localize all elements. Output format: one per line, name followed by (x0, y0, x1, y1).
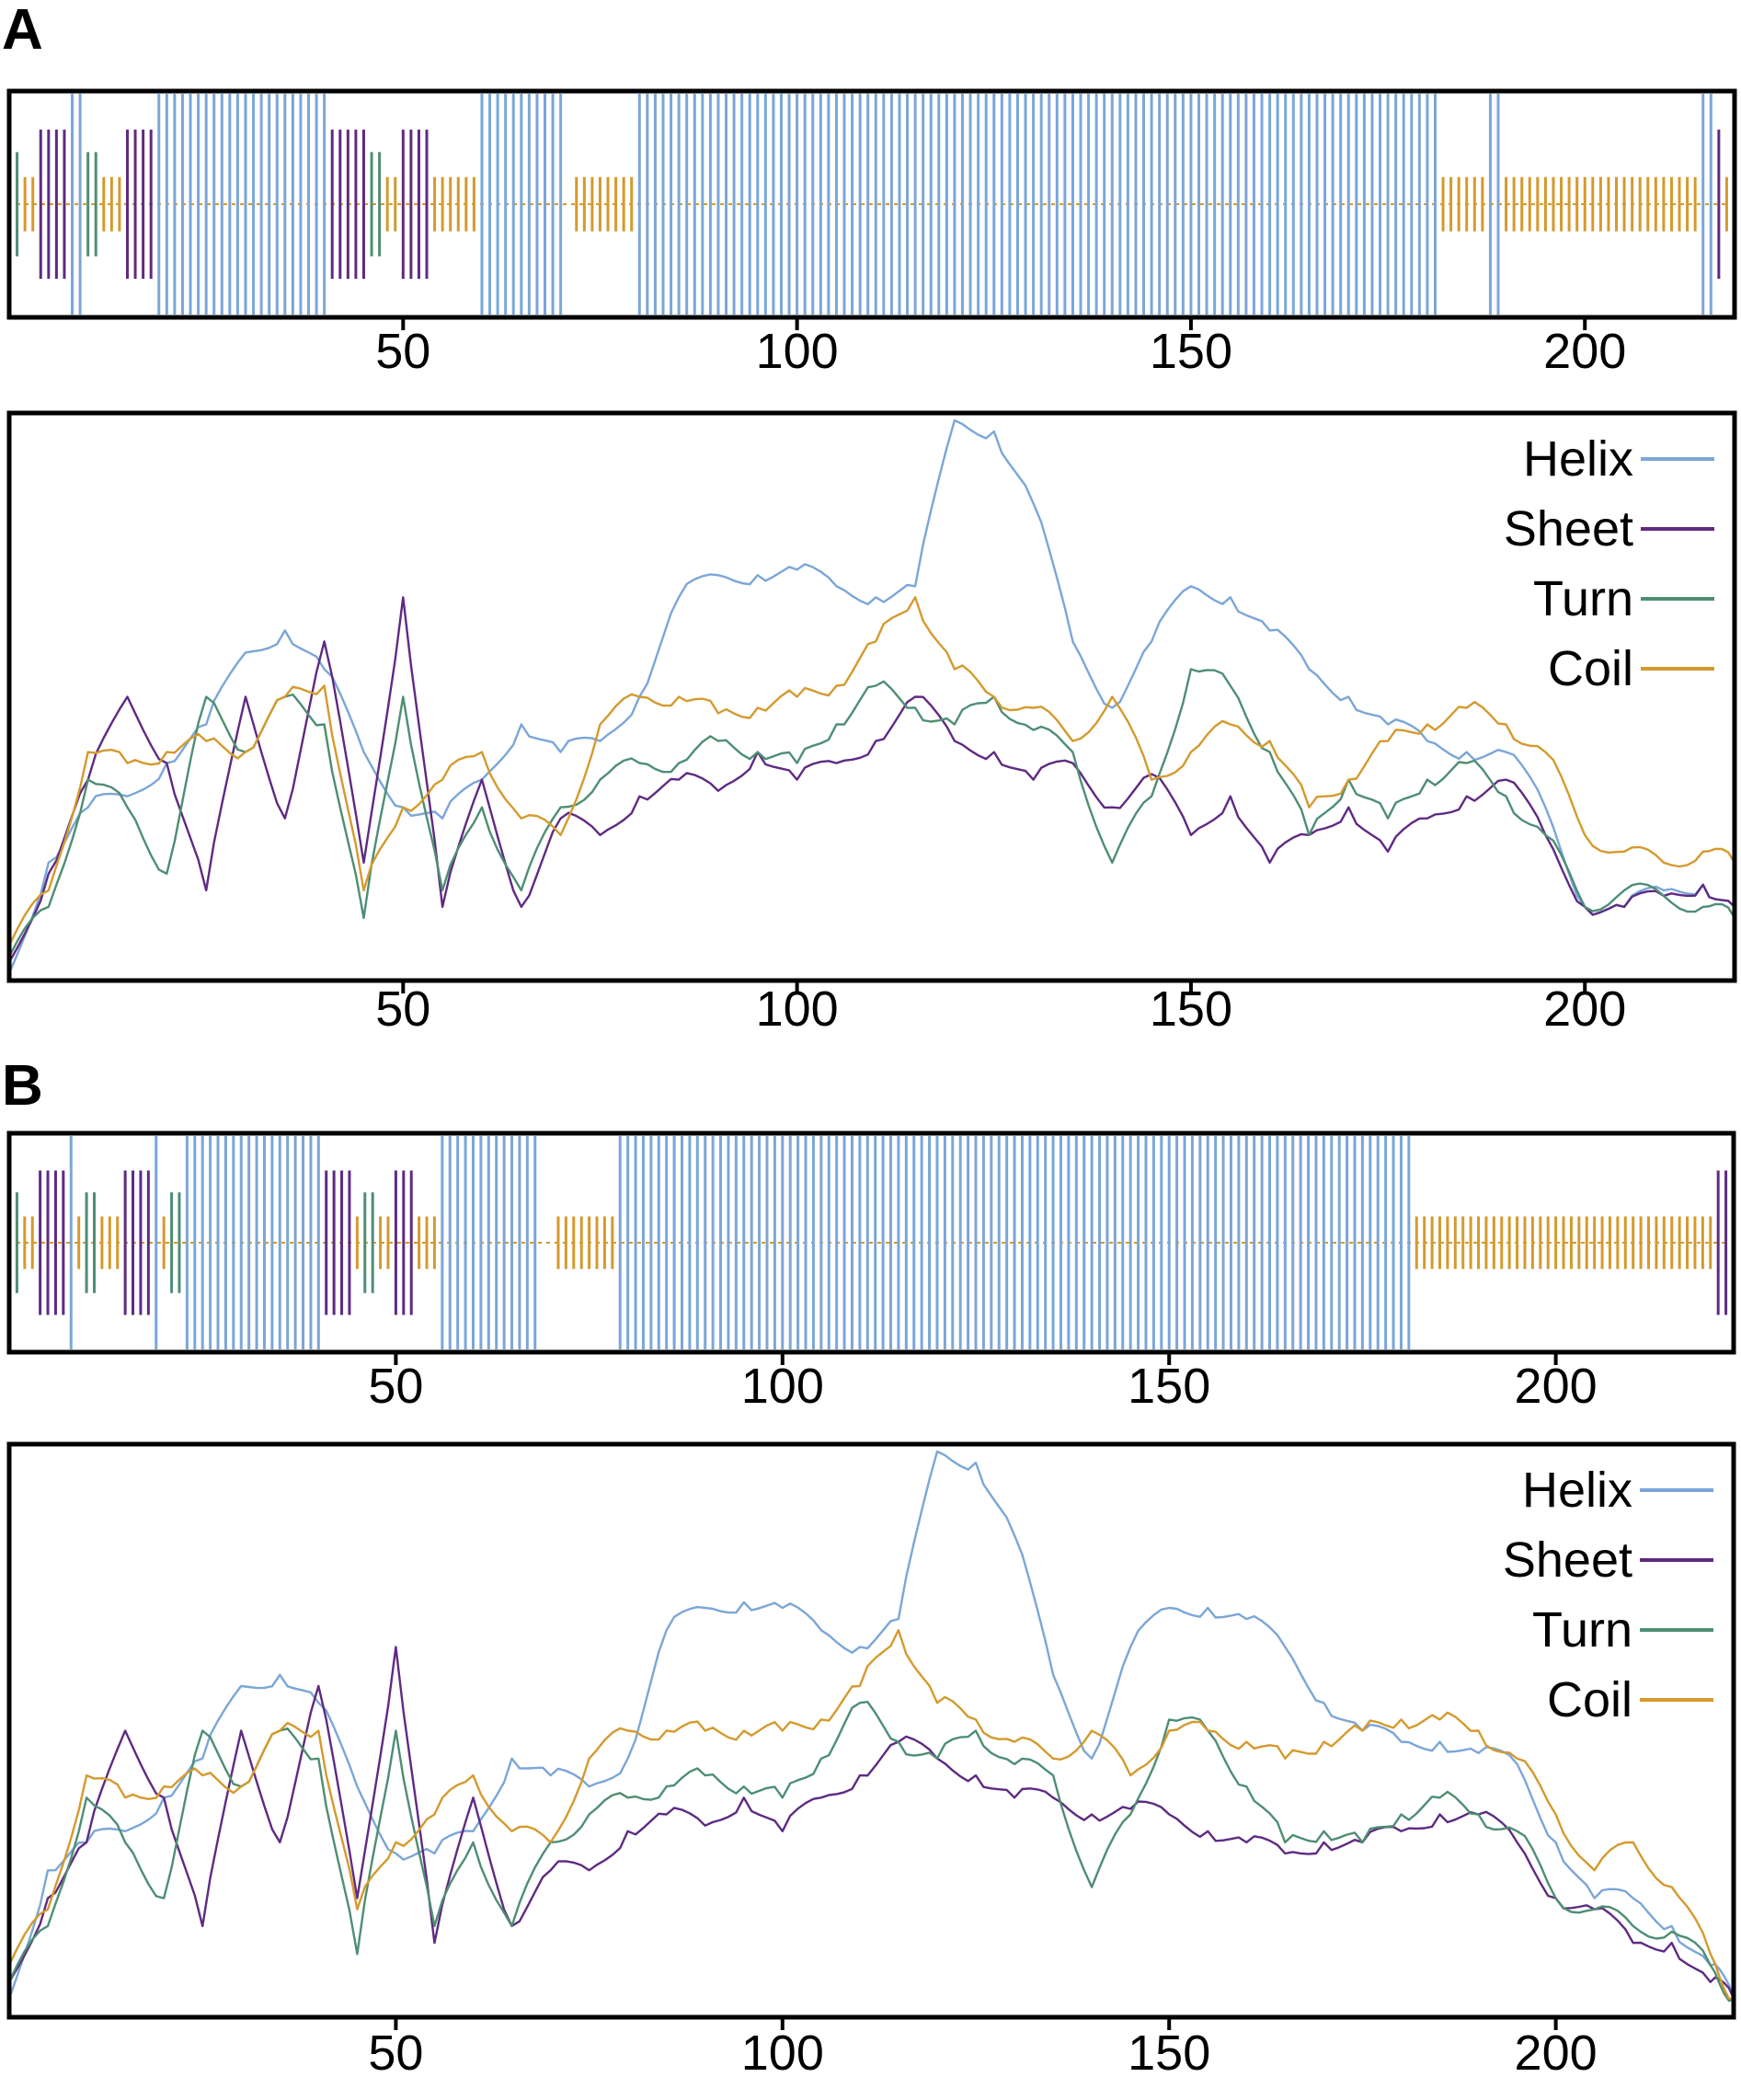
legend-label-coil: Coil (1547, 1672, 1632, 1727)
sheet-series-line (7, 1646, 1735, 2000)
x-tick-label: 50 (375, 981, 430, 1037)
helix-series-line (7, 1450, 1735, 2000)
structure-strip-b: 50 100 150 200 (6, 1130, 1736, 1414)
strip-frame (6, 88, 1737, 320)
coil-series-line (7, 596, 1736, 947)
x-tick-label: 50 (368, 1359, 423, 1414)
x-tick-label: 50 (368, 2025, 423, 2081)
legend-label-turn: Turn (1532, 1602, 1632, 1658)
strip-frame (6, 1130, 1736, 1355)
x-tick-label: 100 (756, 324, 839, 379)
x-tick-label: 100 (756, 981, 839, 1037)
legend-label-helix: Helix (1522, 1463, 1632, 1518)
legend-label-sheet: Sheet (1503, 1532, 1632, 1588)
x-tick-label: 200 (1543, 324, 1626, 379)
structure-strip-a: 50 100 150 200 (6, 88, 1737, 379)
legend: Helix Sheet Turn Coil (1504, 431, 1714, 696)
x-tick-label: 100 (741, 2025, 824, 2081)
x-tick-label: 200 (1543, 981, 1626, 1037)
chart-frame (6, 410, 1737, 983)
x-tick-label: 200 (1515, 1359, 1598, 1414)
x-tick-label: 150 (1128, 1359, 1210, 1414)
panel-a-label: A (2, 0, 43, 62)
x-tick-label: 200 (1515, 2025, 1598, 2081)
sheet-series-line (7, 596, 1735, 963)
coil-series-line (7, 1629, 1735, 2001)
turn-series-line (7, 1701, 1735, 2002)
chart-frame (6, 1441, 1736, 2020)
propensity-chart-b: 50 100 150 200 Helix Sheet Turn Coil (6, 1441, 1736, 2081)
x-tick-label: 150 (1150, 981, 1232, 1037)
x-tick-label: 150 (1128, 2025, 1210, 2081)
x-tick-label: 100 (741, 1359, 824, 1414)
legend: Helix Sheet Turn Coil (1503, 1463, 1713, 1727)
turn-series-line (7, 668, 1736, 958)
propensity-chart-a: 50 100 150 200 Helix Sheet Turn Coil (6, 410, 1737, 1037)
legend-label-turn: Turn (1533, 571, 1633, 626)
helix-series-line (7, 419, 1735, 974)
legend-label-helix: Helix (1523, 431, 1633, 487)
x-tick-label: 50 (375, 324, 430, 379)
legend-label-coil: Coil (1548, 641, 1633, 696)
legend-label-sheet: Sheet (1504, 501, 1633, 557)
x-tick-label: 150 (1150, 324, 1232, 379)
panel-b-label: B (2, 1054, 43, 1118)
